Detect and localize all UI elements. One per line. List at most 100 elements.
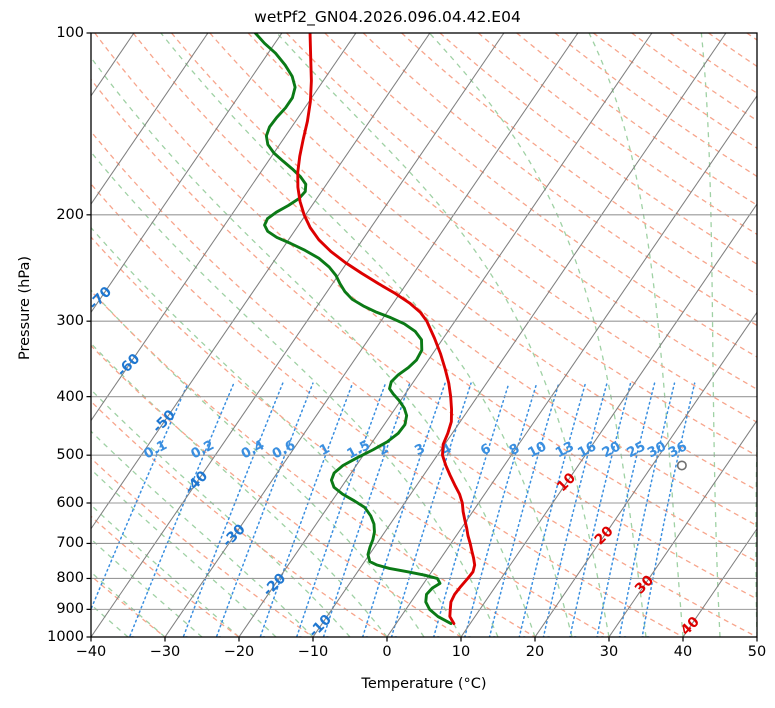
isotherm-label: -100 bbox=[0, 80, 34, 116]
y-tick-label: 300 bbox=[56, 313, 84, 330]
mixing-ratio-label: 25 bbox=[624, 438, 648, 461]
dry-adiabat bbox=[91, 400, 388, 637]
isotherm-line bbox=[682, 527, 757, 637]
mixing-ratio-label: 16 bbox=[575, 438, 599, 461]
axis-tick-marks bbox=[86, 32, 758, 642]
plot-frame bbox=[90, 32, 758, 638]
isotherm-line bbox=[312, 33, 727, 637]
dry-adiabat bbox=[91, 236, 610, 637]
moist-adiabat bbox=[276, 33, 610, 637]
moist-adiabat bbox=[91, 468, 277, 637]
svg-text:16: 16 bbox=[575, 438, 599, 461]
isotherm-line bbox=[756, 636, 757, 637]
y-axis-ticks: 100 200 300 400 500 600 700 800 900 1000 bbox=[22, 0, 84, 708]
isotherm-line bbox=[91, 33, 209, 205]
x-tick-label: −20 bbox=[223, 644, 255, 660]
isotherm-label: -90 bbox=[26, 154, 55, 183]
mixing-ratio-line bbox=[295, 382, 387, 637]
x-tick-label: 0 bbox=[382, 644, 392, 660]
mixing-ratio-line bbox=[182, 382, 284, 637]
x-axis-label: Temperature (°C) bbox=[361, 676, 487, 692]
moist-adiabat bbox=[91, 289, 425, 637]
y-tick-label: 900 bbox=[56, 601, 84, 618]
x-tick-label: 20 bbox=[525, 644, 545, 660]
dry-adiabat bbox=[477, 33, 757, 236]
mixing-ratio-label: 20 bbox=[599, 438, 623, 461]
plot-background bbox=[91, 33, 757, 637]
dry-adiabat bbox=[132, 33, 757, 527]
svg-text:20: 20 bbox=[599, 438, 623, 461]
isotherm-line bbox=[534, 311, 757, 637]
temperature-line bbox=[296, 33, 477, 625]
moist-adiabat bbox=[700, 33, 721, 637]
mixing-ratio-line bbox=[91, 382, 189, 612]
mixing-ratio-line bbox=[128, 382, 235, 637]
mixing-ratio-lines bbox=[91, 382, 696, 637]
dry-adiabat bbox=[91, 130, 757, 637]
dry-adiabat bbox=[286, 33, 757, 391]
y-tick-label: 1000 bbox=[47, 629, 84, 645]
dry-adiabat-lines bbox=[91, 33, 757, 637]
dry-adiabat bbox=[516, 33, 757, 206]
svg-text:13: 13 bbox=[553, 438, 577, 461]
mixing-ratio-label: 13 bbox=[553, 438, 577, 461]
moist-adiabat bbox=[428, 33, 647, 637]
mixing-ratio-line bbox=[361, 382, 446, 637]
dry-adiabat bbox=[401, 33, 757, 296]
y-tick-label: 100 bbox=[56, 25, 84, 41]
mixing-ratio-line bbox=[488, 382, 560, 637]
moist-adiabat bbox=[91, 56, 536, 637]
y-tick-label: 200 bbox=[56, 206, 84, 223]
mixing-ratio-line bbox=[464, 382, 538, 637]
isotherm-line bbox=[386, 94, 757, 637]
mixing-ratio-line bbox=[432, 382, 510, 637]
dry-adiabat bbox=[209, 33, 757, 457]
page-title: wetPf2_GN04.2026.096.04.42.E04 bbox=[254, 8, 521, 26]
moist-adiabat bbox=[755, 419, 757, 637]
svg-text:30: 30 bbox=[645, 438, 669, 461]
mixing-ratio-label: 10 bbox=[525, 438, 549, 461]
mixing-ratio-line bbox=[618, 382, 676, 637]
moist-adiabat bbox=[91, 226, 462, 637]
moist-adiabat bbox=[160, 33, 573, 637]
isotherm-lines bbox=[91, 33, 757, 637]
svg-text:-90: -90 bbox=[26, 154, 55, 183]
mixing-ratio-line bbox=[596, 382, 656, 637]
svg-text:-100: -100 bbox=[0, 80, 34, 116]
mixing-ratio-line bbox=[518, 382, 587, 637]
dewpoint-profile bbox=[253, 33, 453, 625]
svg-text:36: 36 bbox=[666, 438, 690, 461]
mixing-ratio-line bbox=[542, 382, 608, 637]
svg-text:-80: -80 bbox=[56, 219, 85, 248]
isotherm-line bbox=[238, 33, 653, 637]
y-tick-label: 800 bbox=[56, 570, 84, 587]
moist-adiabat bbox=[91, 571, 166, 637]
y-tick-label: 600 bbox=[56, 495, 84, 511]
x-tick-label: 40 bbox=[673, 644, 693, 660]
x-tick-label: 30 bbox=[599, 644, 619, 660]
lcl-marker[interactable] bbox=[676, 460, 687, 471]
moist-adiabat-lines bbox=[91, 33, 757, 637]
moist-adiabat bbox=[91, 151, 499, 637]
mixing-ratio-line bbox=[259, 382, 354, 637]
x-tick-label: 50 bbox=[747, 644, 767, 660]
y-tick-label: 500 bbox=[56, 447, 84, 464]
mixing-ratio-label: 30 bbox=[645, 438, 669, 461]
parcel-marker[interactable] bbox=[676, 460, 687, 471]
moist-adiabat bbox=[91, 504, 240, 637]
mixing-ratio-line bbox=[322, 382, 411, 637]
svg-text:10: 10 bbox=[525, 438, 549, 461]
dry-adiabat bbox=[593, 33, 757, 149]
y-tick-label: 700 bbox=[56, 535, 84, 552]
isotherm-label: -80 bbox=[56, 219, 85, 248]
svg-text:25: 25 bbox=[624, 438, 648, 461]
isotherm-line bbox=[91, 33, 505, 637]
dry-adiabat bbox=[171, 33, 757, 492]
mixing-ratio-line bbox=[390, 382, 472, 637]
moist-adiabat bbox=[91, 430, 314, 637]
dry-adiabat bbox=[91, 183, 684, 637]
dry-adiabat bbox=[94, 33, 757, 563]
mixing-ratio-line bbox=[215, 382, 314, 637]
